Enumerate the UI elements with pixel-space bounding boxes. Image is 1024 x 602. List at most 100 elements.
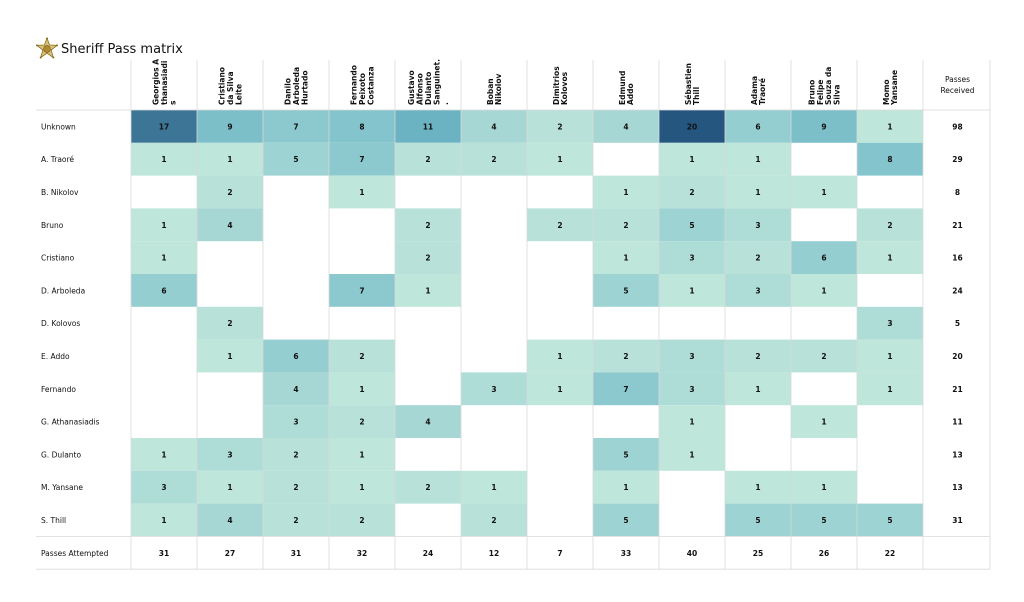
cell-value: 1: [623, 188, 628, 197]
passes-received-value: 11: [952, 418, 962, 427]
heatmap-cell: [593, 339, 659, 373]
heatmap-cell: [329, 405, 395, 438]
column-header-line: Thill: [692, 87, 701, 105]
heatmap-cell: [725, 503, 791, 537]
cell-value: 1: [887, 352, 892, 361]
row-label: M. Yansane: [41, 483, 83, 492]
cell-value: 3: [689, 254, 694, 263]
heatmap-cell: [791, 241, 857, 274]
row-label: S. Thill: [41, 516, 66, 525]
row-label: G. Athanasiadis: [41, 418, 100, 427]
cell-value: 5: [755, 516, 760, 525]
cell-value: 1: [557, 385, 562, 394]
heatmap-cell: [857, 142, 923, 176]
cell-value: 1: [359, 483, 364, 492]
column-header: Danilo Arboleda Hurtado: [284, 67, 310, 105]
heatmap-cell: [857, 339, 923, 373]
heatmap-cell: [857, 306, 923, 340]
heatmap-cell: [131, 142, 197, 176]
row-label: Bruno: [41, 221, 64, 230]
cell-value: 2: [689, 188, 694, 197]
cell-value: 3: [755, 286, 760, 295]
heatmap-cell: [659, 274, 725, 307]
heatmap-cell: [329, 503, 395, 537]
column-header-line: Fernando: [350, 65, 359, 105]
passes-received-value: 20: [952, 352, 962, 361]
column-header-line: Adama: [750, 76, 759, 105]
heatmap-cell: [461, 142, 527, 176]
passes-received-value: 21: [952, 385, 962, 394]
column-header-line: Edmund: [618, 71, 627, 105]
cell-value: 1: [161, 450, 166, 459]
cell-value: 2: [491, 516, 496, 525]
heatmap-cell: [197, 175, 263, 209]
cell-value: 5: [623, 450, 628, 459]
cell-value: 7: [293, 122, 298, 131]
column-header-line: Souza da: [824, 67, 833, 105]
row-label: Cristiano: [41, 254, 75, 263]
column-header: Cristiano da Silva Leite: [218, 67, 244, 105]
heatmap-cell: [725, 470, 791, 504]
passes-attempted-label: Passes Attempted: [41, 549, 109, 558]
cell-value: 1: [755, 385, 760, 394]
row-label: G. Dulanto: [41, 450, 81, 459]
cell-value: 3: [491, 385, 496, 394]
heatmap-cell: [659, 142, 725, 176]
heatmap-cell: [659, 241, 725, 274]
heatmap-cell: [593, 241, 659, 274]
cell-value: 8: [359, 122, 364, 131]
passes-received-value: 98: [952, 122, 962, 131]
passes-received-value: 31: [952, 516, 962, 525]
heatmap-cell: [329, 438, 395, 471]
heatmap-cell: [791, 470, 857, 504]
heatmap-cell: [461, 372, 527, 406]
passes-received-value: 8: [955, 188, 960, 197]
chart-title-block: Sheriff Pass matrix: [36, 37, 183, 61]
row-label: B. Nikolov: [41, 188, 79, 197]
heatmap-cell: [527, 110, 593, 143]
cell-value: 17: [159, 122, 169, 131]
heatmap-cell: [131, 503, 197, 537]
cell-value: 1: [227, 155, 232, 164]
column-header-line: da Silva: [226, 71, 235, 105]
cell-value: 2: [359, 516, 364, 525]
heatmap-cell: [263, 470, 329, 504]
row-label: E. Addo: [41, 352, 70, 361]
passes-attempted-value: 31: [291, 549, 301, 558]
cell-value: 1: [557, 352, 562, 361]
cell-value: 1: [425, 286, 430, 295]
row-label: D. Arboleda: [41, 286, 85, 295]
heatmap-cell: [857, 372, 923, 406]
cell-value: 2: [359, 352, 364, 361]
cell-value: 3: [293, 418, 298, 427]
heatmap-cell: [197, 110, 263, 143]
heatmap-cell: [263, 372, 329, 406]
passes-attempted-value: 27: [225, 549, 235, 558]
cell-value: 9: [821, 122, 826, 131]
passes-attempted-value: 26: [819, 549, 829, 558]
cell-value: 1: [161, 155, 166, 164]
row-label: D. Kolovos: [41, 319, 80, 328]
heatmap-cell: [791, 503, 857, 537]
heatmap-cell: [197, 438, 263, 471]
column-header-line: Momo: [882, 79, 891, 105]
heatmap-cell: [791, 274, 857, 307]
heatmap-cell: [197, 208, 263, 242]
cell-value: 1: [821, 418, 826, 427]
column-header-line: Kolovos: [560, 71, 569, 105]
heatmap-cell: [197, 470, 263, 504]
heatmap-cell: [329, 339, 395, 373]
passes-received-value: 21: [952, 221, 962, 230]
cell-value: 5: [821, 516, 826, 525]
cell-value: 2: [293, 483, 298, 492]
cell-value: 2: [227, 188, 232, 197]
column-header-line: Cristiano: [218, 67, 227, 105]
passes-received-value: 5: [955, 319, 960, 328]
heatmap-cell: [461, 503, 527, 537]
heatmap-cell: [659, 339, 725, 373]
column-header: Gustavo Alfonso Dulanto Sanguinet..: [407, 59, 450, 105]
cell-value: 5: [293, 155, 298, 164]
cell-value: 7: [359, 286, 364, 295]
cell-value: 2: [227, 319, 232, 328]
